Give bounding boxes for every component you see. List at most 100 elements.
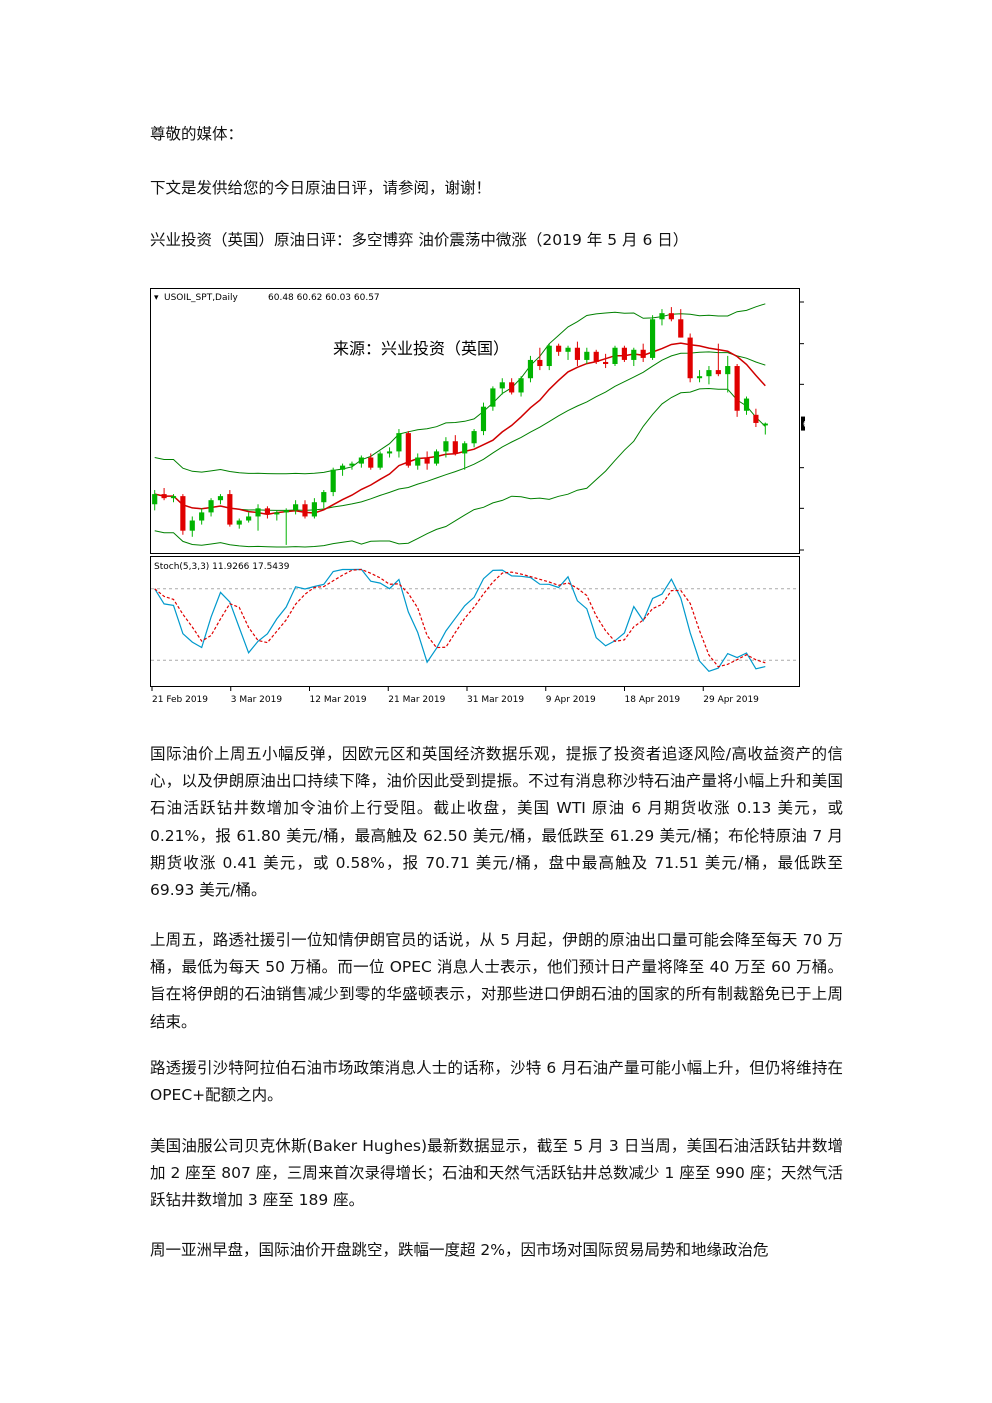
date-label: 9 Apr 2019: [546, 695, 596, 705]
candle-body: [499, 382, 505, 389]
candle-body: [246, 516, 252, 521]
ohlc-label: 60.48 60.62 60.03 60.57: [268, 293, 380, 303]
candle-body: [556, 345, 562, 352]
candle: [293, 500, 299, 515]
date-label: 29 Apr 2019: [703, 695, 759, 705]
date-label: 21 Feb 2019: [152, 695, 208, 705]
candle: [640, 343, 646, 362]
candle-body: [678, 319, 684, 338]
candle: [283, 508, 289, 545]
candle-body: [189, 520, 195, 531]
candle: [302, 500, 308, 519]
candle-body: [405, 433, 411, 466]
candle-body: [293, 504, 299, 511]
candle-body: [537, 359, 543, 367]
last-price-box: [801, 416, 805, 431]
candle: [490, 386, 496, 411]
candle: [593, 349, 599, 364]
candle-body: [358, 457, 364, 464]
candle: [358, 455, 364, 468]
candle: [715, 343, 721, 377]
candle-body: [753, 414, 759, 423]
candle: [462, 441, 468, 470]
candle-body: [349, 463, 355, 466]
candle: [556, 343, 562, 356]
candle: [424, 451, 430, 470]
symbol-marker: ▾: [154, 293, 159, 303]
candle-body: [584, 351, 590, 360]
candle-body: [668, 313, 674, 320]
candle-body: [593, 351, 599, 362]
candle-body: [715, 370, 721, 375]
candle-body: [565, 347, 571, 352]
candle: [274, 510, 280, 521]
candle-body: [471, 431, 477, 444]
candle-body: [696, 376, 703, 379]
candle-body: [302, 504, 308, 517]
candle: [565, 345, 571, 360]
candle-body: [424, 457, 430, 464]
candle: [603, 353, 609, 369]
candle: [180, 494, 186, 535]
candle: [396, 429, 402, 458]
candle: [349, 461, 355, 470]
candle: [668, 307, 674, 322]
candle-body: [255, 508, 261, 517]
candle-body: [152, 494, 158, 505]
candle-body: [321, 492, 327, 503]
date-label: 21 Mar 2019: [388, 695, 445, 705]
candle-body: [725, 366, 731, 375]
candle: [621, 345, 627, 362]
band-lower: [154, 387, 766, 548]
candles: [152, 307, 768, 545]
candle: [208, 498, 214, 517]
candle: [321, 490, 327, 509]
candle-body: [264, 508, 271, 515]
candle-body: [274, 512, 280, 515]
candle-body: [546, 345, 552, 367]
candle: [678, 309, 684, 338]
paragraph-1: 国际油价上周五小幅反弹，因欧元区和英国经济数据乐观，提振了投资者追逐风险/高收益…: [150, 745, 843, 900]
candle-body: [734, 366, 740, 411]
candle: [386, 447, 393, 458]
greeting-line: 尊敬的媒体：: [150, 125, 244, 143]
candle: [734, 364, 740, 417]
candle: [546, 343, 552, 371]
candle: [236, 518, 242, 529]
candle-body: [621, 347, 627, 360]
stoch-signal-line: [154, 568, 766, 668]
candle-body: [433, 451, 440, 464]
candle: [199, 508, 205, 525]
candle: [518, 376, 524, 397]
axis-ticks: 66.5564.5062.5060.5758.4056.4054.35: [800, 301, 805, 551]
candle: [170, 494, 177, 503]
candle-body: [415, 457, 421, 466]
candle-body: [743, 398, 750, 411]
candle-body: [640, 349, 646, 358]
candle-body: [762, 423, 768, 426]
headline: 兴业投资（英国）原油日评：多空博弈 油价震荡中微涨（2019 年 5 月 6 日…: [150, 231, 689, 249]
candle-body: [339, 465, 346, 470]
candle-body: [509, 382, 515, 393]
candle: [377, 451, 383, 470]
candle: [471, 429, 477, 448]
candle: [368, 453, 374, 470]
candle-body: [659, 313, 665, 320]
candle: [706, 366, 712, 385]
candle: [330, 467, 336, 497]
last-price-label: 60.57: [803, 420, 805, 430]
candle: [217, 494, 224, 505]
candle: [762, 422, 768, 435]
date-label: 18 Apr 2019: [625, 695, 681, 705]
candle-body: [443, 441, 449, 452]
candle: [227, 490, 233, 527]
candle-body: [574, 347, 581, 360]
candle-body: [227, 494, 233, 525]
candle-body: [452, 441, 458, 454]
candle-body: [368, 457, 374, 468]
paragraph-5: 周一亚洲早盘，国际油价开盘跳空，跌幅一度超 2%，因市场对国际贸易局势和地缘政治…: [150, 1241, 769, 1259]
symbol-label: USOIL_SPT,Daily: [164, 293, 238, 303]
